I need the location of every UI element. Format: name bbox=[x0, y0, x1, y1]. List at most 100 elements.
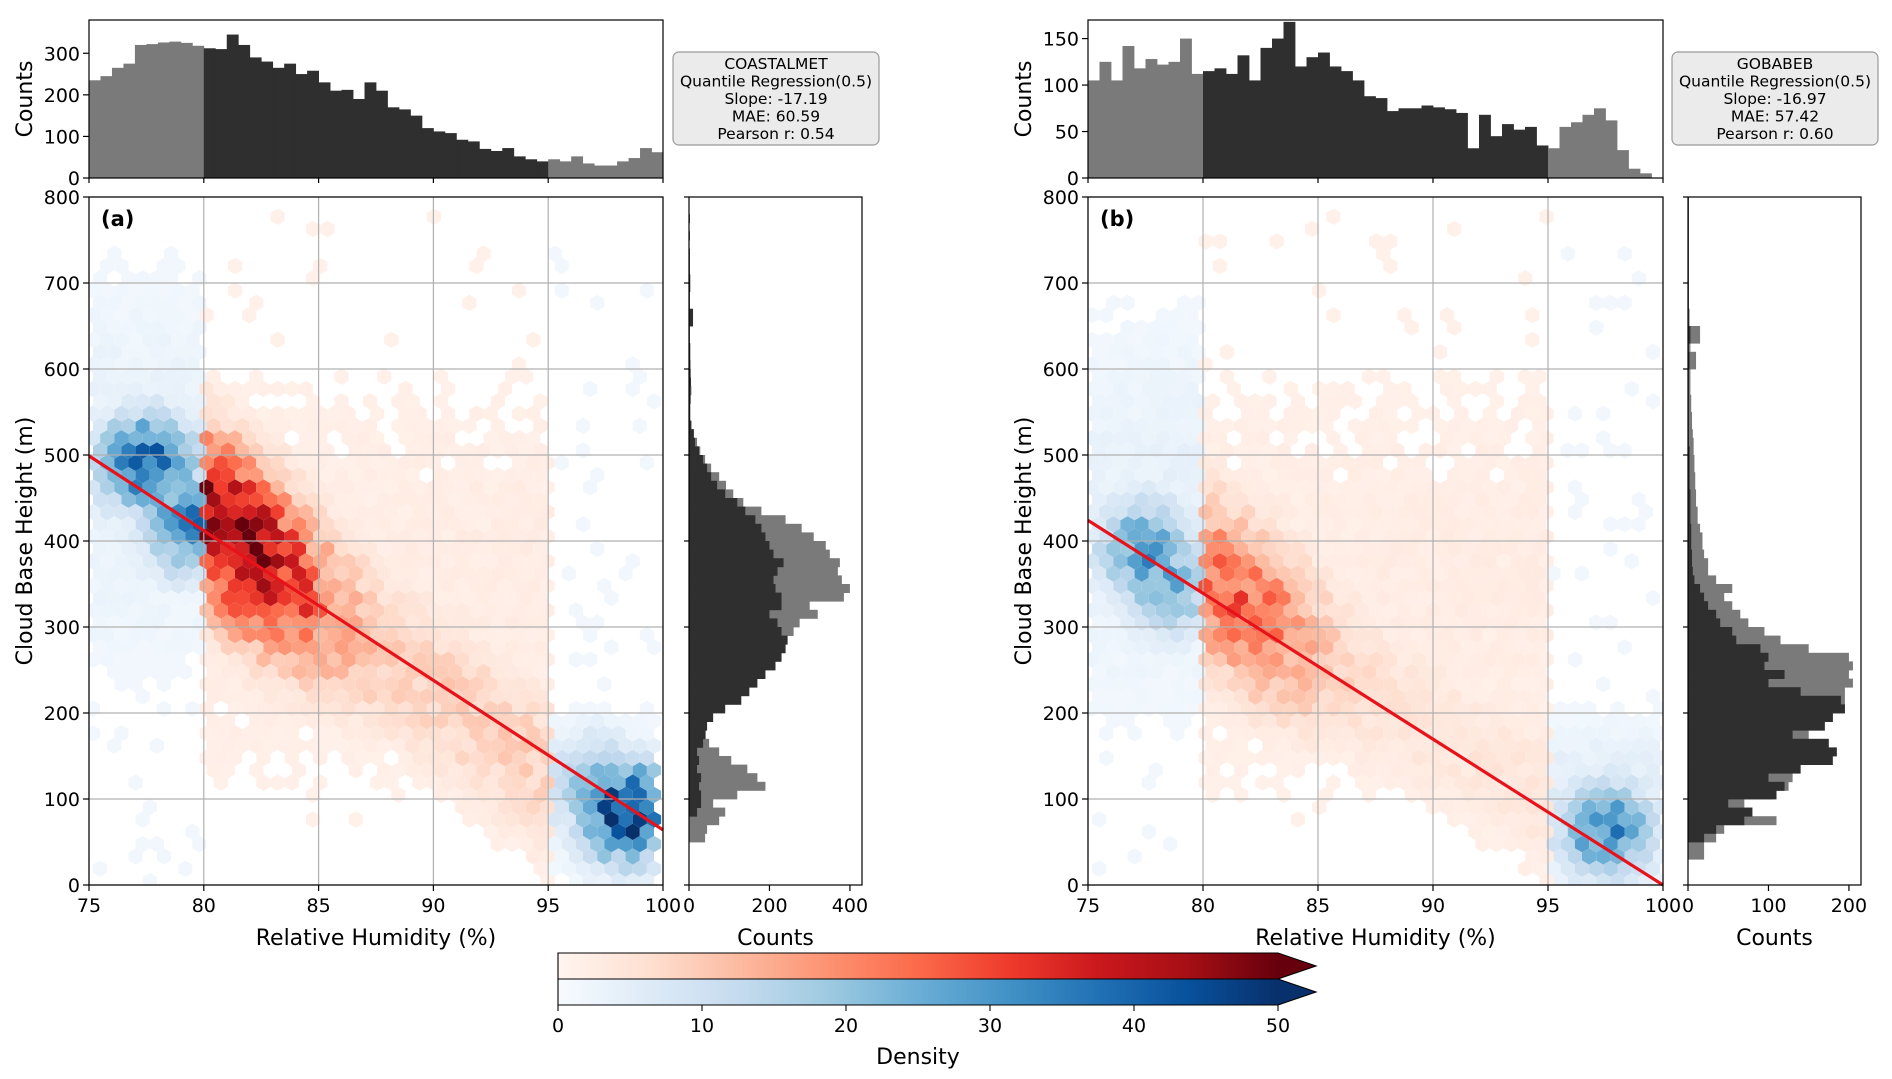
hexbin-cell-red bbox=[526, 749, 541, 767]
hexbin-cell-red bbox=[1226, 626, 1242, 644]
hexbin-cell-blue bbox=[142, 577, 157, 594]
hexbin-cell-red bbox=[263, 737, 278, 754]
hexbin-cell-blue bbox=[1574, 491, 1590, 508]
hexbin-cell-red bbox=[1276, 762, 1291, 779]
hexbin-cell-red bbox=[1376, 516, 1391, 533]
hexbin-cell-red bbox=[256, 725, 271, 742]
hexbin-cell-blue bbox=[178, 466, 193, 484]
hexbin-cell-red bbox=[1447, 393, 1462, 410]
hexbin-cell-red bbox=[497, 430, 512, 447]
hexbin-cell-red bbox=[1205, 663, 1220, 681]
hexbin-cell-red bbox=[334, 639, 349, 656]
hexbin-cell-red bbox=[497, 774, 512, 791]
hexbin-cell-red bbox=[313, 454, 328, 471]
hexbin-cell-red bbox=[1234, 466, 1249, 484]
hexbin-cell-blue bbox=[114, 380, 129, 398]
hexbin-cell-red bbox=[1361, 368, 1377, 385]
hexbin-cell-red bbox=[235, 639, 250, 656]
hexbin-cell-red bbox=[1376, 737, 1391, 754]
hexbin-cell-red bbox=[313, 257, 328, 275]
hexbin-cell-red bbox=[1276, 491, 1291, 508]
hexbin-cell-red bbox=[1262, 663, 1277, 681]
hexbin-cell-blue bbox=[1127, 331, 1142, 348]
hexbin-cell-blue bbox=[100, 307, 115, 324]
hexbin-cell-blue bbox=[100, 553, 115, 570]
hexbin-cell-blue bbox=[89, 602, 101, 619]
hexbin-cell-red bbox=[206, 368, 221, 385]
hexbin-cell-red bbox=[1447, 417, 1462, 435]
hexbin-cell-blue bbox=[142, 282, 157, 299]
hexbin-cell-blue bbox=[1092, 811, 1107, 828]
hexbin-cell-red bbox=[348, 417, 363, 435]
hexbin-cell-red bbox=[1376, 417, 1391, 435]
hexbin-cell-blue bbox=[1148, 639, 1163, 656]
hexbin-cell-red bbox=[512, 749, 527, 767]
hexbin-cell-red bbox=[370, 454, 385, 471]
hexbin-cell-red bbox=[1347, 516, 1362, 533]
hexbin-cell-blue bbox=[1624, 725, 1639, 742]
hexbin-cell-blue bbox=[164, 417, 179, 435]
y-tick-label: 500 bbox=[44, 445, 80, 467]
hexbin-cell-red bbox=[227, 503, 243, 521]
hexbin-cell-blue bbox=[632, 737, 647, 754]
hexbin-cell-red bbox=[291, 762, 306, 779]
hexbin-cell-blue bbox=[1574, 762, 1590, 779]
hexbin-cell-red bbox=[1489, 835, 1504, 853]
hexbin-cell-red bbox=[1369, 430, 1384, 447]
hexbin-cell-blue bbox=[1191, 540, 1206, 558]
hexbin-cell-blue bbox=[568, 848, 583, 865]
hexbin-cell-red bbox=[1404, 466, 1419, 484]
hexbin-cell-blue bbox=[1631, 516, 1646, 533]
hexbin-cell-red bbox=[504, 811, 520, 828]
hexbin-cell-red bbox=[1219, 688, 1234, 705]
hexbin-cell-blue bbox=[89, 380, 101, 398]
hexbin-cell-red bbox=[384, 725, 399, 742]
hexbin-cell-blue bbox=[1603, 737, 1618, 754]
hexbin-cell-blue bbox=[590, 762, 605, 779]
hexbin-cell-red bbox=[1312, 282, 1327, 299]
hexbin-cell-blue bbox=[611, 774, 626, 791]
hexbin-cell-red bbox=[1454, 430, 1469, 447]
hexbin-cell-red bbox=[348, 589, 363, 607]
hexbin-cell-red bbox=[1361, 589, 1377, 607]
hexbin-cell-red bbox=[334, 393, 349, 410]
hexbin-cell-blue bbox=[1113, 380, 1128, 398]
hexbin-cell-red bbox=[1525, 479, 1540, 496]
hexbin-cell-red bbox=[1319, 466, 1334, 484]
right-histogram-bar-gray bbox=[1688, 558, 1709, 568]
right-histogram-bar-gray bbox=[1688, 343, 1691, 353]
hexbin-cell-red bbox=[1283, 749, 1298, 767]
hexbin-cell-blue bbox=[121, 663, 136, 681]
hexbin-cell-red bbox=[1411, 577, 1426, 594]
hexbin-cell-red bbox=[320, 663, 335, 681]
hexbin-cell-blue bbox=[583, 823, 598, 840]
hexbin-cell-blue bbox=[164, 663, 179, 681]
hexbin-cell-blue bbox=[114, 430, 129, 447]
hexbin-cell-red bbox=[1539, 774, 1554, 791]
hexbin-cell-red bbox=[1411, 774, 1426, 791]
right-histogram-bar-black bbox=[1688, 678, 1769, 688]
hexbin-cell-red bbox=[1305, 688, 1320, 705]
right-histogram-bar-black bbox=[689, 377, 692, 387]
right-histogram-bar-gray bbox=[689, 781, 766, 791]
hexbin-cell-red bbox=[1496, 725, 1511, 742]
hexbin-cell-blue bbox=[1603, 294, 1618, 312]
hexbin-cell-blue bbox=[1177, 393, 1192, 410]
hexbin-cell-red bbox=[405, 688, 420, 705]
hexbin-cell-red bbox=[1475, 417, 1490, 435]
hexbin-cell-red bbox=[313, 405, 328, 422]
hexbin-cell-blue bbox=[1645, 860, 1661, 877]
hexbin-cell-red bbox=[476, 565, 491, 582]
hexbin-cell-red bbox=[419, 565, 434, 582]
hexbin-cell-blue bbox=[611, 872, 626, 885]
hexbin-cell-red bbox=[526, 651, 541, 668]
hexbin-cell-blue bbox=[156, 602, 172, 619]
hexbin-cell-blue bbox=[1645, 737, 1661, 754]
hexbin-cell-red bbox=[1511, 503, 1526, 521]
hexbin-cell-red bbox=[1539, 430, 1554, 447]
hexbin-cell-red bbox=[533, 565, 548, 582]
hexbin-cell-red bbox=[1326, 430, 1341, 447]
hexbin-cell-blue bbox=[93, 540, 108, 558]
hexbin-cell-red bbox=[1447, 663, 1462, 681]
x-tick-label: 85 bbox=[307, 895, 331, 917]
